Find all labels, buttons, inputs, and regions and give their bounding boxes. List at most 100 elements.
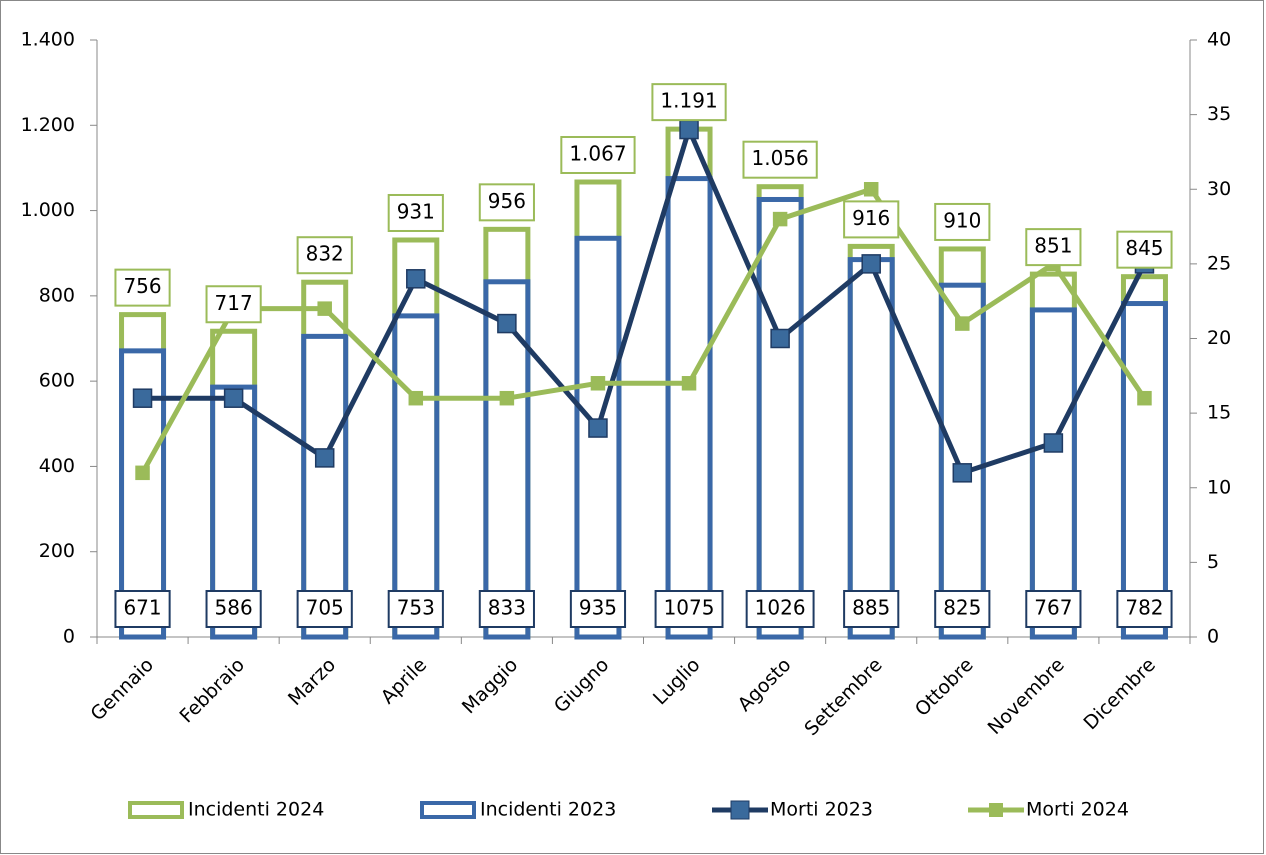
data-label: 1075 — [664, 596, 715, 620]
marker — [770, 328, 790, 349]
data-label: 705 — [306, 596, 344, 620]
marker — [317, 301, 332, 316]
marker — [499, 390, 515, 406]
marker — [681, 376, 697, 391]
data-label-box — [843, 200, 900, 239]
marker — [1137, 390, 1152, 406]
y2-tick-label: 25 — [1207, 252, 1231, 274]
data-label-box — [114, 268, 171, 307]
data-label: 717 — [215, 291, 253, 315]
y2-tick-label: 20 — [1207, 327, 1231, 349]
data-label-box — [296, 236, 353, 275]
marker — [863, 182, 879, 197]
y-tick-label: 400 — [39, 455, 75, 477]
marker — [132, 388, 153, 408]
y-tick-label: 0 — [63, 626, 75, 648]
bar — [1029, 307, 1077, 640]
y-tick-label: 1.200 — [21, 114, 75, 136]
data-label-box — [654, 590, 724, 628]
data-label-box — [745, 590, 815, 628]
data-label-box — [569, 590, 627, 628]
data-label: 910 — [943, 208, 981, 232]
data-label: 756 — [123, 274, 161, 298]
data-label-box — [205, 590, 262, 628]
data-label: 753 — [397, 596, 435, 620]
y-tick-label: 1.000 — [21, 199, 75, 221]
data-label-box — [296, 590, 353, 628]
bar — [665, 176, 713, 640]
data-label-box — [387, 193, 444, 232]
data-label-box — [478, 590, 535, 628]
y-tick-label: 1.400 — [21, 29, 75, 51]
legend-label: Morti 2023 — [770, 799, 873, 821]
data-label: 1.067 — [569, 142, 626, 166]
data-label-box — [651, 83, 727, 122]
marker — [135, 465, 150, 481]
marker — [406, 269, 426, 289]
legend-marker — [730, 800, 750, 820]
bar — [756, 196, 804, 640]
data-label: 825 — [943, 596, 981, 620]
data-label-box — [1116, 590, 1173, 628]
y2-tick-label: 5 — [1207, 551, 1219, 573]
marker — [590, 376, 606, 391]
y2-tick-label: 0 — [1207, 626, 1219, 648]
data-label: 845 — [1125, 236, 1163, 260]
data-label: 931 — [397, 199, 435, 223]
data-label-box — [934, 590, 991, 628]
data-label: 935 — [579, 596, 617, 620]
data-label-box — [114, 590, 171, 628]
legend-swatch — [420, 801, 476, 819]
data-label: 833 — [488, 596, 526, 620]
marker — [588, 418, 608, 438]
legend-label: Incidenti 2023 — [480, 799, 616, 821]
data-label: 1.191 — [660, 89, 717, 113]
y2-tick-label: 15 — [1207, 402, 1231, 424]
marker — [1043, 433, 1064, 453]
legend-swatch — [128, 801, 184, 819]
bar — [301, 333, 349, 640]
marker — [955, 316, 970, 331]
marker — [497, 313, 517, 334]
y-tick-label: 600 — [39, 370, 75, 392]
data-label-box — [843, 590, 900, 628]
y2-tick-label: 30 — [1207, 178, 1231, 200]
data-label-box — [742, 140, 818, 179]
legend-label: Incidenti 2024 — [188, 799, 324, 821]
data-label: 767 — [1034, 596, 1072, 620]
y2-tick-label: 10 — [1207, 476, 1231, 498]
data-label-box — [560, 136, 636, 175]
data-label: 1026 — [755, 596, 806, 620]
y-tick-label: 200 — [39, 540, 75, 562]
data-label-box — [1116, 230, 1173, 269]
bar — [483, 279, 531, 640]
marker — [314, 448, 335, 468]
data-label: 851 — [1034, 234, 1072, 258]
marker — [861, 254, 881, 274]
data-label: 832 — [306, 242, 344, 266]
bar — [1120, 301, 1168, 640]
marker — [679, 119, 699, 140]
data-label: 916 — [852, 206, 890, 230]
legend-label: Morti 2024 — [1026, 799, 1129, 821]
data-label: 586 — [215, 596, 253, 620]
data-label-box — [387, 590, 444, 628]
y2-tick-label: 35 — [1207, 103, 1231, 125]
bar — [119, 348, 167, 640]
bar — [210, 384, 258, 640]
legend-marker — [989, 803, 1003, 817]
line — [142, 122, 1147, 476]
marker — [408, 390, 424, 406]
data-label-box — [205, 285, 262, 324]
marker — [772, 211, 788, 227]
marker — [952, 463, 973, 483]
data-label: 671 — [123, 596, 161, 620]
data-label-box — [478, 183, 535, 222]
y-tick-label: 800 — [39, 284, 75, 306]
data-label-box — [1025, 590, 1082, 628]
data-label: 1.056 — [751, 146, 808, 170]
bar — [392, 313, 440, 640]
marker — [223, 388, 244, 408]
data-label-box — [934, 202, 991, 241]
